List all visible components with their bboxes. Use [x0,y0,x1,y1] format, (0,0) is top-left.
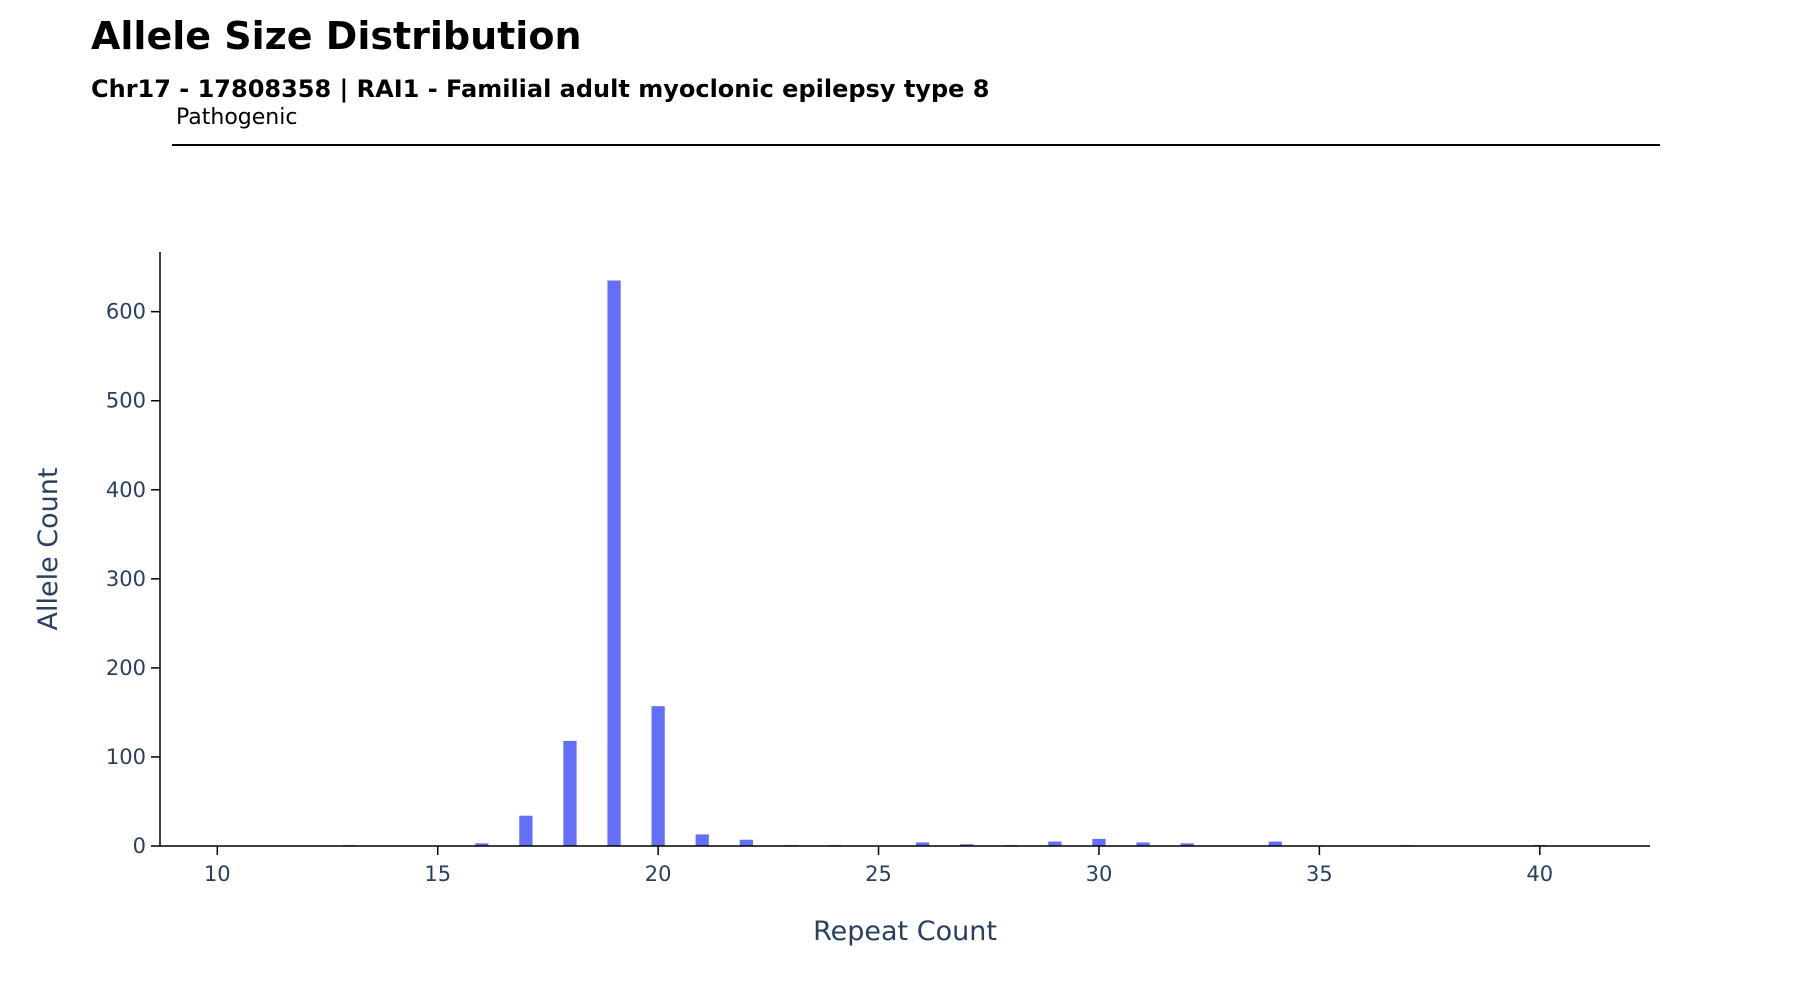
bar-18[interactable] [563,740,577,846]
y-tick-label-400: 400 [106,478,146,502]
chart-subtitle: Chr17 - 17808358 | RAI1 - Familial adult… [91,75,990,103]
y-tick-label-500: 500 [106,389,146,413]
bar-22[interactable] [739,839,753,846]
bar-26[interactable] [916,842,930,846]
x-tick-label-20: 20 [645,862,672,886]
y-ticks: 0 100 200 300 400 500 600 [106,300,160,858]
x-axis-title: Repeat Count [813,916,997,947]
x-tick-label-35: 35 [1306,862,1333,886]
chart-title: Allele Size Distribution [91,14,582,58]
y-tick-label-200: 200 [106,656,146,680]
bars-group [342,280,1547,846]
x-tick-label-30: 30 [1086,862,1113,886]
y-tick-label-100: 100 [106,745,146,769]
pathogenic-label: Pathogenic [176,105,297,130]
x-tick-label-15: 15 [424,862,451,886]
bar-16[interactable] [475,843,489,846]
bar-30[interactable] [1092,838,1106,846]
x-ticks: 10 15 20 25 30 35 40 [204,846,1553,886]
x-tick-label-10: 10 [204,862,231,886]
bar-32[interactable] [1180,843,1194,846]
bar-21[interactable] [695,834,709,846]
bar-20[interactable] [651,706,665,846]
y-tick-label-300: 300 [106,567,146,591]
bar-31[interactable] [1136,842,1150,846]
bar-19[interactable] [607,280,621,846]
y-tick-label-600: 600 [106,300,146,324]
bar-34[interactable] [1268,841,1282,846]
y-tick-label-0: 0 [133,834,146,858]
bar-17[interactable] [519,815,533,846]
x-tick-label-40: 40 [1526,862,1553,886]
y-axis-title: Allele Count [33,468,64,631]
x-tick-label-25: 25 [865,862,892,886]
bar-29[interactable] [1048,841,1062,846]
bar-27[interactable] [960,844,974,846]
